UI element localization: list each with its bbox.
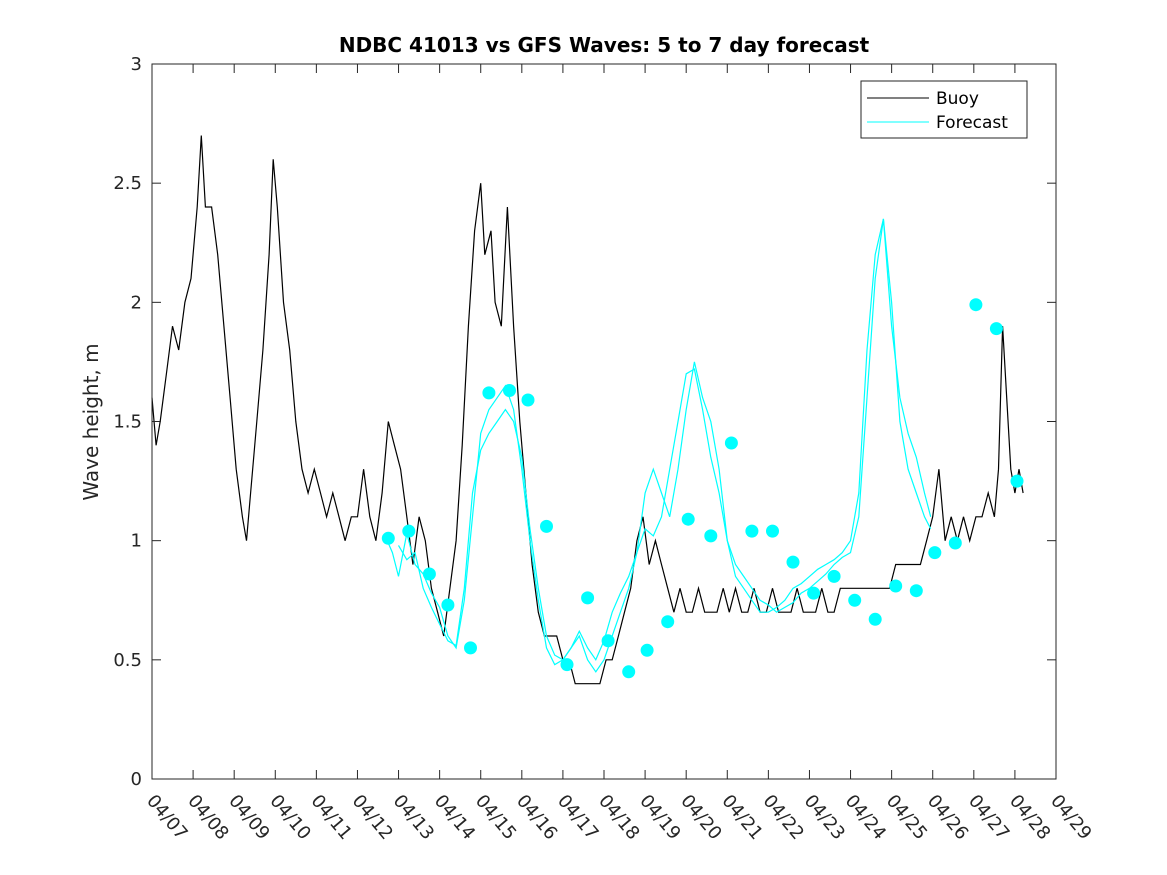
y-axis-label: Wave height, m (79, 343, 103, 500)
forecast-point (402, 524, 416, 538)
forecast-point (1010, 474, 1024, 488)
legend-buoy-label: Buoy (936, 89, 979, 109)
chart-title: NDBC 41013 vs GFS Waves: 5 to 7 day fore… (339, 33, 870, 57)
forecast-point (868, 612, 882, 626)
forecast-point (786, 555, 800, 569)
forecast-point (441, 598, 455, 612)
forecast-point (422, 567, 436, 581)
forecast-point (581, 591, 595, 605)
series-layer (151, 135, 1024, 685)
forecast-point (622, 665, 636, 679)
y-tick-label: 0 (131, 769, 142, 790)
forecast-point (745, 524, 759, 538)
forecast-point (928, 546, 942, 560)
forecast-point (640, 643, 654, 657)
legend-forecast-label: Forecast (936, 113, 1008, 133)
forecast-point (661, 615, 675, 629)
forecast-point (724, 436, 738, 450)
forecast-point (989, 322, 1003, 336)
y-tick-label: 2.5 (113, 173, 142, 194)
marker-layer (381, 298, 1024, 679)
forecast-series-line (385, 218, 932, 673)
forecast-point (766, 524, 779, 538)
forecast-point (482, 386, 496, 400)
forecast-point (827, 569, 841, 583)
forecast-point (540, 519, 553, 533)
forecast-point (948, 536, 962, 550)
forecast-point (807, 586, 821, 600)
y-tick-label: 1 (131, 531, 142, 552)
forecast-point (848, 593, 862, 607)
y-tick-label: 0.5 (113, 650, 142, 671)
forecast-point (503, 384, 516, 397)
forecast-point (381, 531, 395, 545)
y-tick-label: 2 (131, 292, 142, 313)
forecast-point (909, 584, 923, 598)
y-tick-label: 3 (131, 54, 142, 75)
forecast-point (889, 579, 903, 593)
legend-box (860, 80, 1028, 139)
forecast-point (464, 641, 477, 655)
forecast-point (521, 393, 535, 407)
y-tick-label: 1.5 (113, 412, 142, 433)
forecast-point (601, 634, 615, 648)
legend: Buoy Forecast (860, 80, 1028, 139)
forecast-point (969, 298, 983, 312)
plot-area (152, 64, 1056, 779)
forecast-series-line (397, 218, 932, 662)
buoy-series-line (151, 135, 1024, 685)
forecast-point (560, 658, 574, 672)
forecast-point (681, 512, 695, 526)
forecast-point (704, 529, 718, 543)
